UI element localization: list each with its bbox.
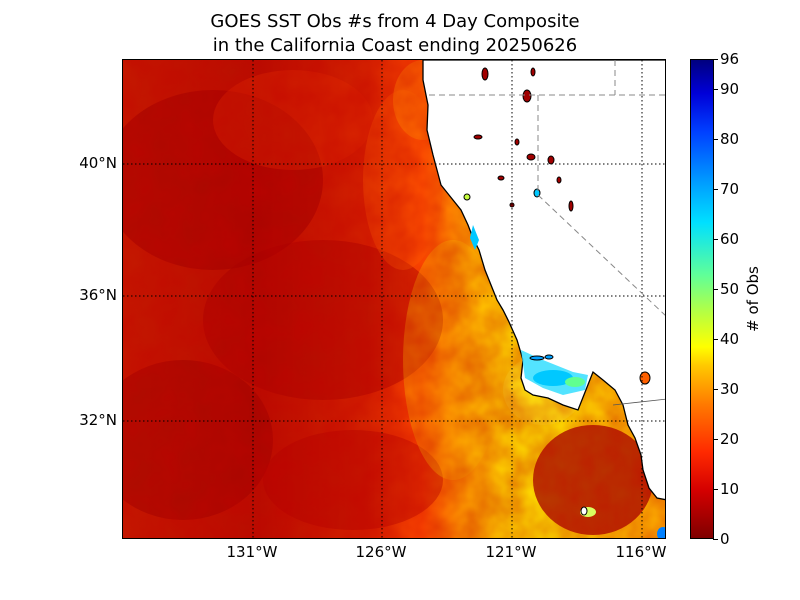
map-plot: [122, 59, 666, 539]
sst-map-svg: [123, 60, 665, 538]
inland-water: [463, 67, 651, 385]
chart-title: GOES SST Obs #s from 4 Day Composite in …: [0, 10, 790, 58]
colorbar-tick-mark: [713, 539, 718, 540]
lat-label-36: 36°N: [79, 286, 117, 304]
channel-islands: [529, 354, 588, 516]
colorbar-tick-mark: [713, 59, 718, 60]
state-borders: [429, 60, 665, 316]
colorbar-tick-label: 80: [720, 130, 740, 148]
colorbar-tick-mark: [713, 439, 718, 440]
colorbar-tick-label: 50: [720, 280, 740, 298]
mexico-border: [612, 398, 665, 406]
lon-label-121: 121°W: [485, 543, 537, 561]
colorbar-tick-label: 90: [720, 80, 740, 98]
title-line-1: GOES SST Obs #s from 4 Day Composite: [210, 11, 580, 32]
colorbar-tick-label: 0: [720, 530, 730, 548]
colorbar-tick-label: 20: [720, 430, 740, 448]
lon-label-131: 131°W: [226, 543, 278, 561]
coastal-high-obs: [470, 225, 665, 538]
graticule: [123, 60, 665, 538]
lon-label-126: 126°W: [355, 543, 407, 561]
colorbar-tick-mark: [713, 339, 718, 340]
lat-label-40: 40°N: [79, 154, 117, 172]
colorbar-tick-mark: [713, 289, 718, 290]
colorbar-tick-label: 96: [720, 50, 740, 68]
colorbar-tick-label: 40: [720, 330, 740, 348]
colorbar-tick-mark: [713, 239, 718, 240]
colorbar-label: # of Obs: [744, 266, 762, 332]
colorbar-tick-label: 30: [720, 380, 740, 398]
colorbar-tick-label: 60: [720, 230, 740, 248]
title-line-2: in the California Coast ending 20250626: [212, 35, 578, 56]
colorbar-tick-mark: [713, 89, 718, 90]
colorbar-tick-mark: [713, 189, 718, 190]
colorbar-tick-label: 10: [720, 480, 740, 498]
land-mass: [422, 60, 665, 501]
colorbar-tick-mark: [713, 139, 718, 140]
lon-label-116: 116°W: [615, 543, 667, 561]
colorbar-tick-label: 70: [720, 180, 740, 198]
colorbar-tick-mark: [713, 389, 718, 390]
lat-label-32: 32°N: [79, 411, 117, 429]
colorbar-tick-mark: [713, 489, 718, 490]
colorbar: [690, 59, 714, 539]
